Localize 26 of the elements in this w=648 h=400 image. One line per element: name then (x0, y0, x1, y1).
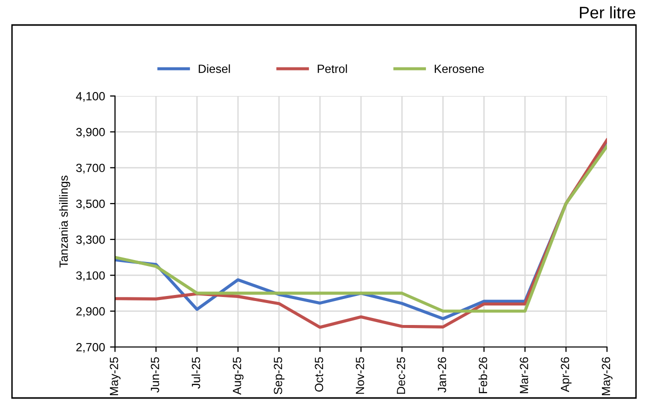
y-tick-label: 3,300 (76, 235, 105, 246)
y-tick-label: 3,500 (76, 200, 105, 210)
y-tick-label: 2,700 (76, 343, 105, 353)
y-tick-label: 4,100 (76, 92, 105, 102)
x-tick-label: Jan-26 (438, 357, 446, 393)
x-tick-label: Jul-25 (191, 357, 200, 389)
x-tick-label: Apr-26 (560, 357, 572, 392)
text: Per litre (580, 6, 636, 18)
legend-label: Diesel (198, 64, 230, 73)
x-tick-label: May-26 (602, 357, 613, 396)
y-tick-label: 3,100 (76, 271, 105, 282)
legend-label: Petrol (318, 64, 347, 73)
x-tick-label: Sep-25 (274, 357, 285, 394)
y-tick-label: 2,900 (76, 307, 105, 317)
x-tick-label: Jun-25 (150, 357, 160, 393)
x-tick-label: Feb-26 (478, 357, 488, 394)
y-tick-label: 3,700 (76, 164, 105, 174)
x-tick-label: Aug-25 (232, 357, 244, 395)
x-tick-label: May-25 (110, 357, 120, 396)
x-tick-label: Nov-25 (356, 357, 364, 394)
x-tick-label: Dec-25 (396, 357, 406, 394)
y-axis-title: Tanzania shillings (59, 176, 70, 268)
y-tick-label: 3,900 (76, 128, 105, 138)
x-tick-label: Mar-26 (520, 357, 528, 394)
x-tick-label: Oct-25 (314, 357, 324, 392)
legend-label: Kerosene (434, 64, 484, 73)
